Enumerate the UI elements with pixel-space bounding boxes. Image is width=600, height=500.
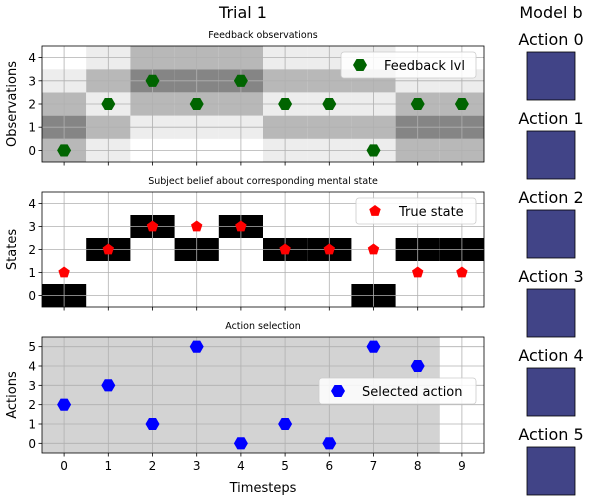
data-point — [279, 243, 291, 255]
y-tick-label: 0 — [28, 144, 36, 158]
y-tick-label: 0 — [28, 437, 36, 451]
y-tick-label: 0 — [28, 289, 36, 303]
x-tick-label: 3 — [193, 459, 201, 473]
x-tick-label: 0 — [60, 459, 68, 473]
data-point — [366, 340, 381, 353]
y-axis-label: Actions — [5, 371, 20, 419]
data-point — [323, 243, 336, 255]
data-point — [235, 220, 247, 232]
y-tick-label: 4 — [28, 197, 36, 211]
legend-marker — [331, 384, 345, 398]
chart-panels: Feedback observations 0 1 2 3 4 Observations Fe… — [5, 30, 485, 496]
y-tick-label: 5 — [28, 340, 36, 354]
y-axis-label: Observations — [5, 61, 20, 147]
model-action-swatch — [526, 209, 576, 259]
x-tick-label: 8 — [414, 459, 422, 473]
data-point — [145, 417, 160, 431]
x-tick-label: 4 — [237, 459, 245, 473]
panel-title: Subject belief about corresponding menta… — [148, 176, 378, 187]
data-point — [57, 398, 72, 411]
data-point — [58, 266, 70, 278]
y-axis-label: States — [5, 229, 20, 270]
y-tick-label: 3 — [28, 379, 36, 393]
model-action-label: Action 3 — [518, 267, 583, 286]
legend-label: Selected action — [362, 385, 463, 400]
panel-1: Subject belief about corresponding menta… — [5, 176, 485, 311]
y-tick-label: 3 — [28, 220, 36, 234]
model-action-swatch — [526, 51, 576, 101]
legend-box — [318, 377, 477, 405]
y-tick-label: 2 — [28, 243, 36, 257]
model-action-swatch — [526, 288, 576, 338]
model-action-label: Action 0 — [518, 30, 583, 49]
data-point — [189, 340, 204, 353]
data-point — [146, 220, 159, 232]
data-point — [101, 379, 116, 392]
y-tick-label: 3 — [28, 74, 36, 88]
data-point — [366, 144, 381, 157]
data-point — [367, 243, 380, 255]
panel-title: Feedback observations — [208, 30, 317, 41]
x-tick-label: 6 — [325, 459, 333, 473]
legend-label: Feedback lvl — [384, 59, 465, 74]
legend-marker — [353, 58, 367, 72]
data-point — [189, 97, 204, 111]
legend: Feedback lvl — [340, 51, 477, 79]
legend-label: True state — [398, 205, 464, 220]
y-tick-label: 1 — [28, 121, 36, 135]
legend-box — [340, 51, 477, 79]
model-action-label: Action 2 — [518, 188, 583, 207]
data-point — [410, 97, 425, 111]
data-point — [411, 266, 424, 278]
data-point — [410, 359, 425, 373]
model-action-swatch — [526, 367, 576, 417]
model-action-swatch — [526, 446, 576, 496]
y-tick-label: 1 — [28, 418, 36, 432]
panel-0: Feedback observations 0 1 2 3 4 Observations Fe… — [5, 30, 485, 166]
data-point — [322, 97, 337, 111]
y-tick-label: 2 — [28, 98, 36, 112]
y-tick-label: 4 — [28, 51, 36, 65]
data-point — [101, 97, 116, 111]
model-b-title: Model b — [519, 3, 582, 22]
model-action-swatch — [526, 130, 576, 180]
x-tick-label: 5 — [281, 459, 289, 473]
data-point — [190, 220, 203, 232]
y-tick-label: 4 — [28, 360, 36, 374]
model-action-label: Action 4 — [518, 346, 583, 365]
x-tick-label: 7 — [370, 459, 378, 473]
legend-marker — [369, 205, 381, 216]
x-tick-label: 1 — [104, 459, 112, 473]
data-point — [145, 74, 160, 87]
data-point — [278, 97, 293, 111]
legend-box — [355, 197, 477, 225]
model-action-label: Action 5 — [518, 425, 583, 444]
x-tick-label: 9 — [458, 459, 466, 473]
data-point — [456, 266, 468, 278]
model-action-label: Action 1 — [518, 109, 583, 128]
x-tick-label: 2 — [149, 459, 157, 473]
figure-title: Trial 1 — [218, 3, 267, 22]
legend: Selected action — [318, 377, 477, 405]
data-point — [322, 437, 337, 450]
model-b-column: Action 0 Action 1 Action 2 Action 3 Action 4… — [518, 30, 584, 496]
data-point — [278, 417, 293, 431]
x-axis-label: Timesteps — [229, 481, 297, 496]
data-point — [233, 437, 248, 450]
data-point — [454, 97, 469, 111]
legend: True state — [355, 197, 477, 225]
panel-2: Action selection 0 1 2 3 4 5 0 1 2 3 4 5 6 7 8 9 Timestep… — [5, 321, 485, 496]
data-point — [233, 74, 248, 87]
data-point — [102, 243, 115, 255]
y-tick-label: 2 — [28, 398, 36, 412]
axes-frame — [41, 336, 485, 454]
y-tick-label: 1 — [28, 266, 36, 280]
panel-title: Action selection — [225, 321, 300, 332]
data-point — [57, 144, 72, 157]
